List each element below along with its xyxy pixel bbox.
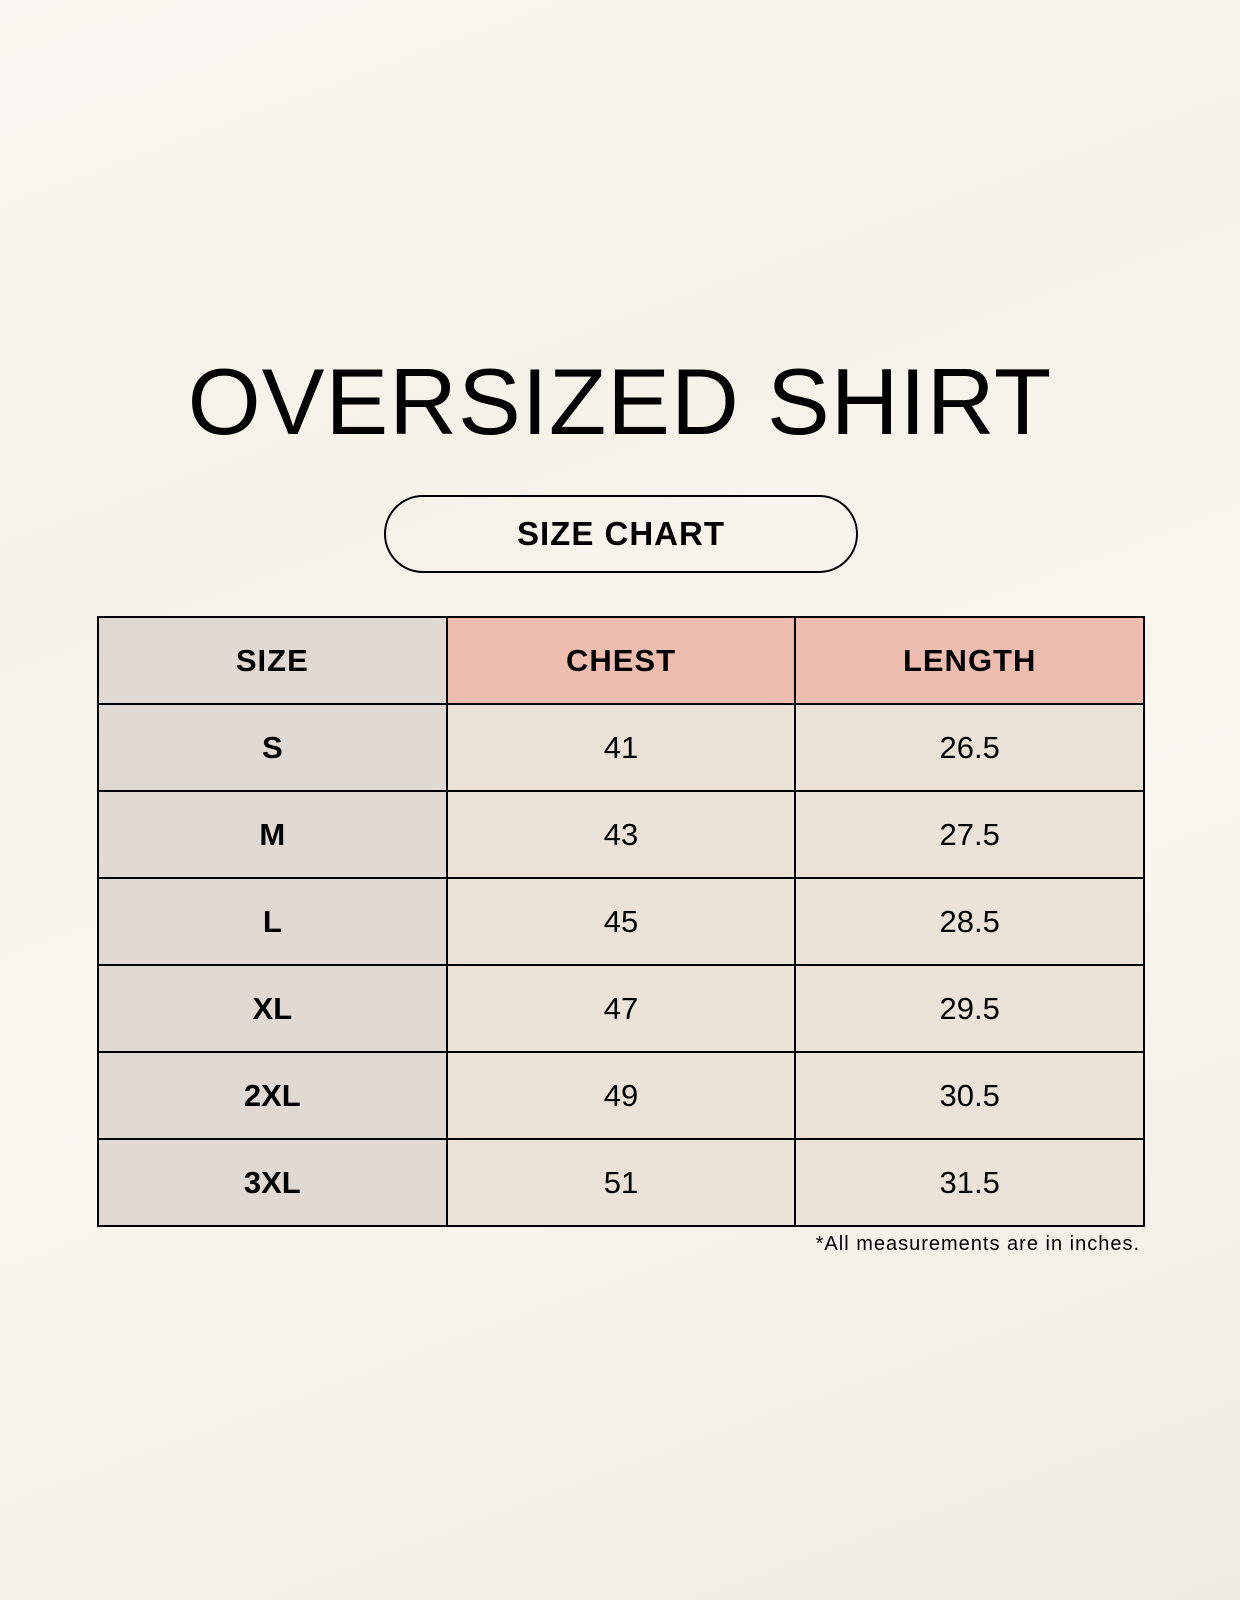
cell-length: 29.5 [794, 964, 1145, 1053]
cell-length: 28.5 [794, 877, 1145, 966]
cell-chest: 43 [445, 790, 797, 879]
table-row: 2XL 49 30.5 [97, 1051, 1145, 1140]
cell-size: L [97, 877, 448, 966]
table-row: L 45 28.5 [97, 877, 1145, 966]
cell-size: 3XL [97, 1138, 448, 1227]
cell-length: 26.5 [794, 703, 1145, 792]
cell-chest: 47 [445, 964, 797, 1053]
cell-chest: 51 [445, 1138, 797, 1227]
table-header-row: SIZE CHEST LENGTH [97, 616, 1145, 705]
header-length: LENGTH [794, 616, 1145, 705]
size-table: SIZE CHEST LENGTH S 41 26.5 M 43 27.5 L 45 28.5 X… [97, 616, 1145, 1227]
header-chest: CHEST [445, 616, 797, 705]
cell-size: XL [97, 964, 448, 1053]
size-chart-badge: SIZE CHART [384, 495, 858, 573]
table-row: S 41 26.5 [97, 703, 1145, 792]
cell-chest: 41 [445, 703, 797, 792]
cell-length: 27.5 [794, 790, 1145, 879]
cell-chest: 45 [445, 877, 797, 966]
cell-size: M [97, 790, 448, 879]
page-title: OVERSIZED SHIRT [187, 349, 1053, 454]
table-row: 3XL 51 31.5 [97, 1138, 1145, 1227]
cell-size: 2XL [97, 1051, 448, 1140]
cell-size: S [97, 703, 448, 792]
table-row: XL 47 29.5 [97, 964, 1145, 1053]
footnote: *All measurements are in inches. [815, 1233, 1140, 1255]
table-row: M 43 27.5 [97, 790, 1145, 879]
cell-chest: 49 [445, 1051, 797, 1140]
cell-length: 31.5 [794, 1138, 1145, 1227]
header-size: SIZE [97, 616, 448, 705]
cell-length: 30.5 [794, 1051, 1145, 1140]
